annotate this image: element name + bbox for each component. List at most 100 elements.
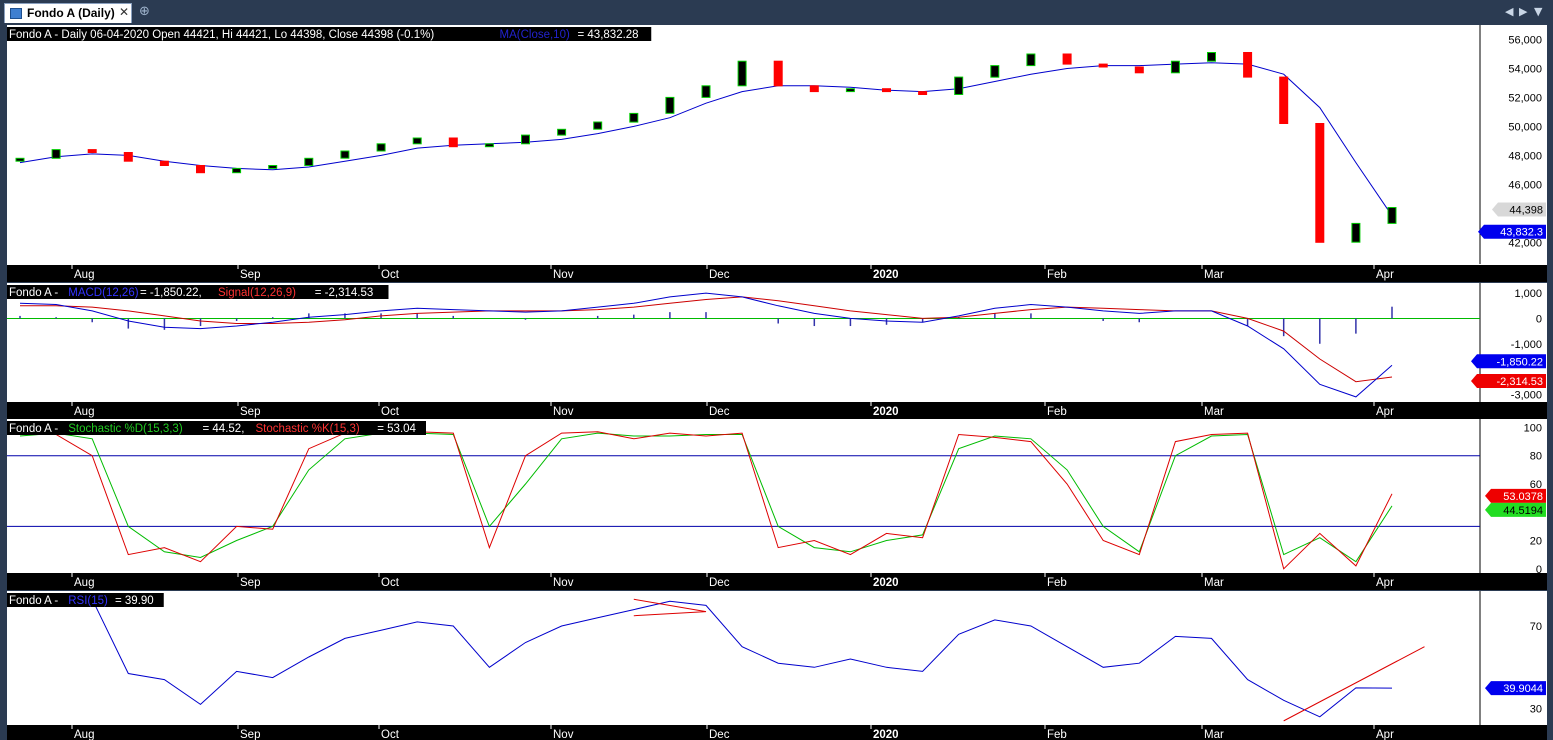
panel-title: Fondo A - Stochastic %D(15,3,3) = 44.52, St… [9, 423, 417, 435]
x-tick-label: Nov [553, 269, 574, 281]
scroll-right-icon[interactable]: ▶ [1519, 5, 1528, 18]
scroll-left-icon[interactable]: ◀ [1505, 5, 1514, 18]
y-tick-label: 70 [1530, 621, 1542, 633]
y-tick-label: -1,000 [1511, 339, 1542, 351]
x-tick-label: Sep [240, 406, 260, 418]
x-tick-label: Apr [1376, 729, 1394, 740]
rsi-line [19, 596, 1393, 718]
panel-title-part: = 39.90 [115, 595, 154, 607]
x-tick-label: Nov [553, 729, 574, 740]
price-candle [304, 157, 314, 167]
x-tick-label: Aug [74, 406, 94, 418]
y-tick-label: 52,000 [1508, 92, 1542, 104]
y-tick-label: 0 [1536, 313, 1542, 325]
close-icon[interactable]: ✕ [119, 5, 130, 19]
dropdown-icon[interactable]: ▼ [1534, 5, 1543, 18]
x-tick-label: Dec [709, 406, 730, 418]
price-candle [87, 149, 97, 153]
price-candle [159, 160, 169, 166]
y-tick-label: 56,000 [1508, 34, 1542, 46]
stochastic-k-line [19, 431, 1393, 570]
x-tick-label: Oct [381, 406, 400, 418]
panel-background [7, 283, 1547, 403]
price-candle [1026, 53, 1036, 67]
x-tick-label: Nov [553, 406, 574, 418]
last-d-label-bg [1485, 502, 1546, 517]
panel-title-part: = 53.04 [377, 423, 416, 435]
price-candle [232, 167, 242, 174]
y-tick-label: -3,000 [1511, 389, 1542, 401]
panel-title-part: RSI(15) [68, 595, 108, 607]
price-candle [593, 121, 603, 130]
ma-line [19, 62, 1393, 216]
x-tick-label: Dec [709, 729, 730, 740]
last-rsi-label-bg [1485, 681, 1546, 696]
y-tick-label: 48,000 [1508, 150, 1542, 162]
price-candle [773, 60, 783, 87]
y-tick-label: 60 [1530, 479, 1542, 491]
panel-title: Fondo A - RSI(15) = 39.90 [9, 595, 154, 607]
y-tick-label: 46,000 [1508, 179, 1542, 191]
x-tick-label: 2020 [873, 577, 899, 589]
price-candle [484, 143, 494, 148]
panel-title-part: = 44.52, [203, 423, 245, 435]
add-tab-icon[interactable]: ⊕ [139, 4, 150, 19]
x-tick-label: Sep [240, 269, 260, 281]
price-candle [376, 143, 386, 152]
x-tick-label: Feb [1047, 729, 1067, 740]
price-candle [196, 165, 205, 174]
last-macd-label: -1,850.22 [1497, 356, 1543, 368]
x-axis-strip [7, 265, 1547, 282]
panel-title: Fondo A - Daily 06-04-2020 Open 44421, H… [9, 29, 639, 41]
price-candle [1134, 66, 1144, 74]
price-candle [123, 152, 133, 162]
last-ma-label: 43,832.3 [1500, 227, 1543, 239]
price-candle [1315, 123, 1325, 243]
x-tick-label: Feb [1047, 406, 1067, 418]
price-candle [521, 134, 530, 145]
x-axis-strip [7, 402, 1547, 419]
chart-tab[interactable]: Fondo A (Daily) ✕ [4, 3, 132, 23]
panel-background [7, 419, 1547, 574]
panel-title-part: MACD(12,26) [68, 287, 138, 299]
panel-title-part: MA(Close,10) [500, 29, 570, 41]
panel-title-part: = 43,832.28 [578, 29, 639, 41]
price-candle [990, 65, 1000, 78]
x-tick-label: Mar [1204, 577, 1224, 589]
panel-title-part: Signal(12,26,9) [218, 287, 296, 299]
panel-title-part: Fondo A - [9, 287, 58, 299]
x-tick-label: Apr [1376, 577, 1394, 589]
panel-title-part: Fondo A - [9, 423, 58, 435]
price-candle [1387, 207, 1397, 224]
price-candle [268, 165, 278, 169]
last-k-label-bg [1485, 488, 1546, 503]
last-price-label-bg [1492, 202, 1546, 217]
price-candle [809, 85, 819, 93]
panel-background [7, 591, 1547, 726]
price-candle [1170, 60, 1180, 74]
last-signal-label-bg [1471, 374, 1546, 389]
price-candle [51, 149, 61, 159]
price-candle [701, 85, 711, 98]
price-candle [1098, 63, 1108, 68]
price-candle [629, 112, 639, 123]
panel-title-part: = -2,314.53 [315, 287, 374, 299]
x-tick-label: Mar [1204, 729, 1224, 740]
y-tick-label: 50,000 [1508, 121, 1542, 133]
x-tick-label: 2020 [873, 269, 899, 281]
panel-title: Fondo A - MACD(12,26) = -1,850.22, Signal(1… [9, 287, 373, 299]
price-candle [557, 128, 567, 136]
price-candle [665, 96, 675, 114]
x-tick-label: Mar [1204, 269, 1224, 281]
x-axis-strip [7, 725, 1547, 740]
price-candle [882, 88, 891, 93]
trendline-annotation [633, 598, 1425, 722]
signal-line [20, 296, 1393, 383]
y-tick-label: 42,000 [1508, 237, 1542, 249]
chart-area[interactable]: Aug Sep Oct Nov Dec 2020 Feb Mar Apr Aug Sep Oct Nov… [0, 25, 1553, 740]
price-candle [1062, 53, 1072, 65]
x-tick-label: Aug [74, 269, 94, 281]
stochastic-d-line [19, 432, 1393, 563]
x-tick-label: Apr [1376, 406, 1394, 418]
panel-title-bg [7, 27, 652, 41]
